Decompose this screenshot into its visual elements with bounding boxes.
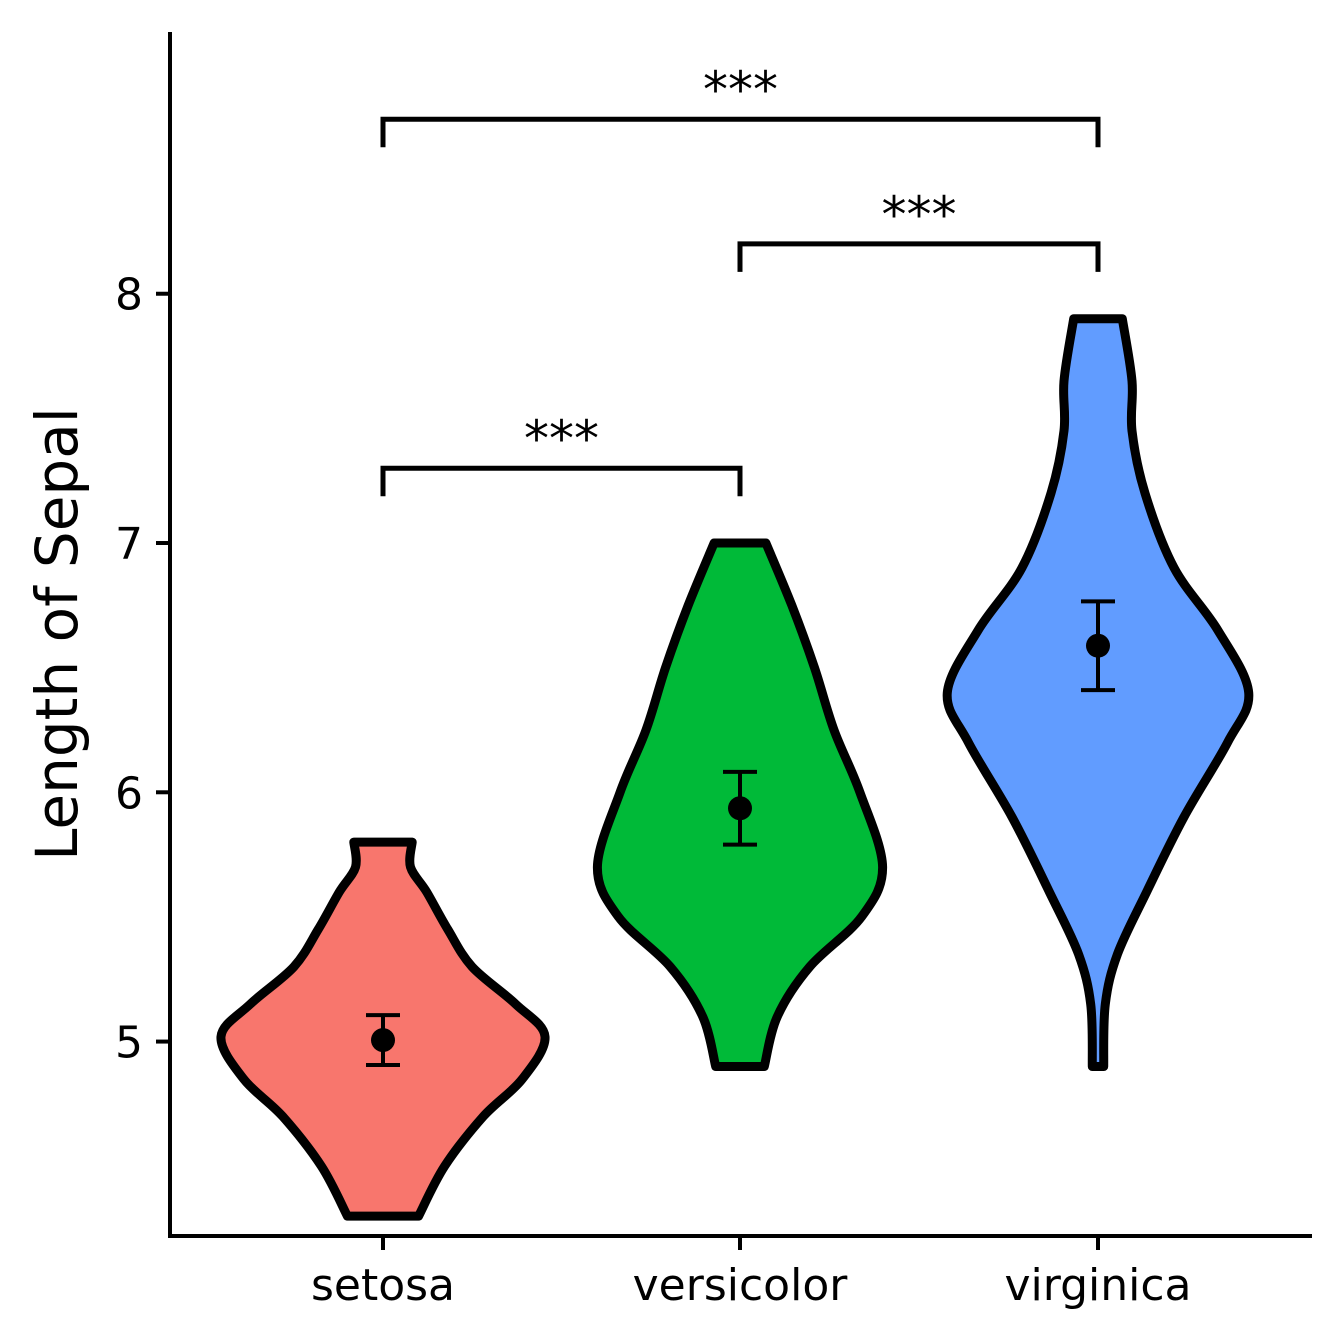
comparison-setosa-virginica: ***	[380, 61, 1101, 148]
comparison-versicolor-virginica: ***	[737, 186, 1101, 272]
y-tick-label: 8	[115, 270, 143, 321]
x-tick-label-virginica: virginica	[1005, 1260, 1192, 1311]
y-tick-label: 5	[115, 1018, 143, 1069]
y-tick-label: 6	[115, 768, 143, 819]
significance-label: ***	[703, 61, 778, 119]
significance-label: ***	[882, 186, 957, 244]
y-axis-title: Length of Sepal	[23, 407, 91, 861]
y-tick-label: 7	[115, 519, 143, 570]
plot-area	[216, 314, 1254, 1221]
mean-point-versicolor	[728, 796, 752, 821]
x-tick-label-setosa: setosa	[311, 1260, 455, 1311]
significance-bracket	[737, 241, 1101, 272]
comparison-setosa-versicolor: ***	[380, 410, 743, 497]
mean-point-virginica	[1086, 633, 1110, 658]
x-tick-label-versicolor: versicolor	[633, 1260, 849, 1311]
significance-bracket	[380, 116, 1101, 148]
mean-point-setosa	[371, 1028, 395, 1053]
significance-label: ***	[524, 410, 599, 468]
violin-virginica	[942, 314, 1254, 1071]
significance-annotations: *** *** ***	[380, 61, 1101, 497]
significance-bracket	[380, 465, 743, 497]
axis-ticks: 5 6 7 8 setosa versicolor virginica	[115, 270, 1192, 1311]
